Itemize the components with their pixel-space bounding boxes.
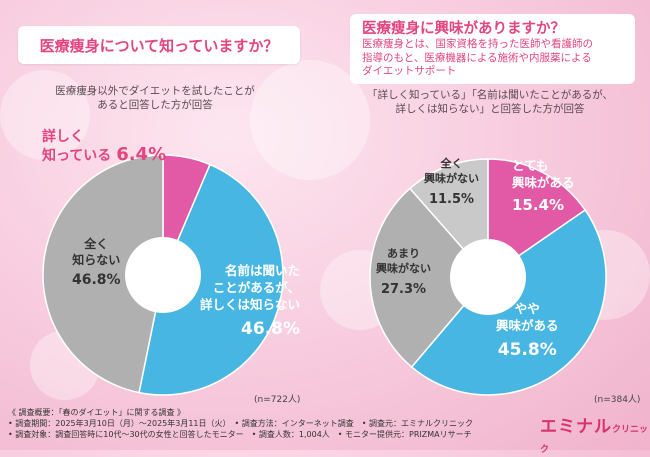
label-somewhat-interested: やや 興味がある 45.8% xyxy=(496,300,559,359)
label-know-well: 詳しく 知っている 6.4% xyxy=(42,128,166,165)
right-question-text: 医療痩身に興味がありますか？ xyxy=(362,21,565,37)
label-dont-know: 全く 知らない 46.8% xyxy=(72,236,121,288)
survey-summary-line: • 調査対象：調査回答時に10代〜30代の女性と回答したモニター • 調査人数：… xyxy=(8,430,472,439)
clinic-logo: エミナルクリニック xyxy=(540,412,650,457)
pie-slice xyxy=(138,163,284,396)
left-respondent-note: 医療痩身以外でダイエットを試したことが あると回答した方が回答 xyxy=(40,84,270,112)
left-note-line: 医療痩身以外でダイエットを試したことが xyxy=(55,85,255,97)
slice-label-line: ことがあるが、 xyxy=(212,280,301,295)
slice-label-line: 興味がある xyxy=(512,175,575,190)
right-definition-line: 医療痩身とは、国家資格を持った医師や看護師の xyxy=(362,38,593,50)
pie-slice xyxy=(369,187,489,369)
slice-label-line: やや xyxy=(514,301,540,316)
slice-label-line: あまり xyxy=(387,247,420,260)
right-question-box: 医療痩身に興味がありますか？ 医療痩身とは、国家資格を持った医師や看護師の 指導… xyxy=(350,14,635,84)
right-note-line: 詳しくは知らない」と回答した方が回答 xyxy=(395,103,585,115)
right-respondent-note: 「詳しく知っている」「名前は聞いたことがあるが、 詳しくは知らない」と回答した方… xyxy=(360,88,620,116)
slice-percent: 46.8% xyxy=(72,272,121,288)
label-heard-name: 名前は聞いた ことがあるが、 詳しくは知らない 46.8% xyxy=(200,262,300,338)
logo-main-text: エミナル xyxy=(540,417,612,437)
slice-label-line: 知っている xyxy=(42,148,112,164)
pie-slice xyxy=(487,158,587,279)
pie-left-center-hole xyxy=(125,237,201,313)
slice-label-line: 興味がある xyxy=(496,318,559,333)
slice-percent: 11.5% xyxy=(428,192,475,207)
slice-label-line: 全く xyxy=(84,237,109,251)
right-note-line: 「詳しく知っている」「名前は聞いたことがあるが、 xyxy=(366,89,613,101)
slice-percent: 27.3% xyxy=(380,282,427,297)
slice-percent: 15.4% xyxy=(512,196,565,214)
survey-summary-title: 《 調査概要：「春のダイエット」に関する調査 》 xyxy=(8,408,186,417)
slice-label-line: 名前は聞いた xyxy=(225,263,301,278)
slice-label-line: とても xyxy=(512,158,549,173)
pie-slice xyxy=(42,154,164,394)
slice-label-line: 興味がない xyxy=(376,262,431,275)
pie-right-center-hole xyxy=(450,239,526,315)
right-sample-size: (n=384人) xyxy=(594,395,641,405)
label-very-interested: とても 興味がある 15.4% xyxy=(512,157,575,214)
right-definition: 医療痩身とは、国家資格を持った医師や看護師の 指導のもと、医療機器による施術や内… xyxy=(362,38,630,79)
slice-percent: 6.4% xyxy=(116,144,167,165)
slice-label-line: 詳しく xyxy=(42,129,84,145)
left-sample-size: (n=722人) xyxy=(254,395,301,405)
slice-percent: 45.8% xyxy=(497,340,557,360)
slice-percent: 46.8% xyxy=(241,319,301,339)
slice-label-line: 詳しくは知らない xyxy=(200,297,301,312)
slice-label-line: 知らない xyxy=(72,253,121,267)
right-definition-line: 指導のもと、医療機器による施術や内服薬による xyxy=(362,51,592,64)
label-not-interested: 全く 興味がない 11.5% xyxy=(424,156,479,207)
pie-chart-awareness xyxy=(42,154,284,396)
label-little-interest: あまり 興味がない 27.3% xyxy=(376,246,431,297)
left-question-text: 医療痩身について知っていますか？ xyxy=(39,36,279,55)
right-definition-line: ダイエットサポート xyxy=(362,65,457,77)
slice-label-line: 興味がない xyxy=(424,172,479,185)
left-note-line: あると回答した方が回答 xyxy=(97,99,213,111)
slice-label-line: 全く xyxy=(440,157,463,170)
left-question-title: 医療痩身について知っていますか？ xyxy=(18,26,300,64)
background-blossom xyxy=(0,70,90,160)
survey-summary: 《 調査概要：「春のダイエット」に関する調査 》 • 調査期間：2025年3月1… xyxy=(8,407,508,440)
survey-summary-line: • 調査期間：2025年3月10日（月）〜2025年3月11日（火） • 調査方… xyxy=(8,419,474,428)
